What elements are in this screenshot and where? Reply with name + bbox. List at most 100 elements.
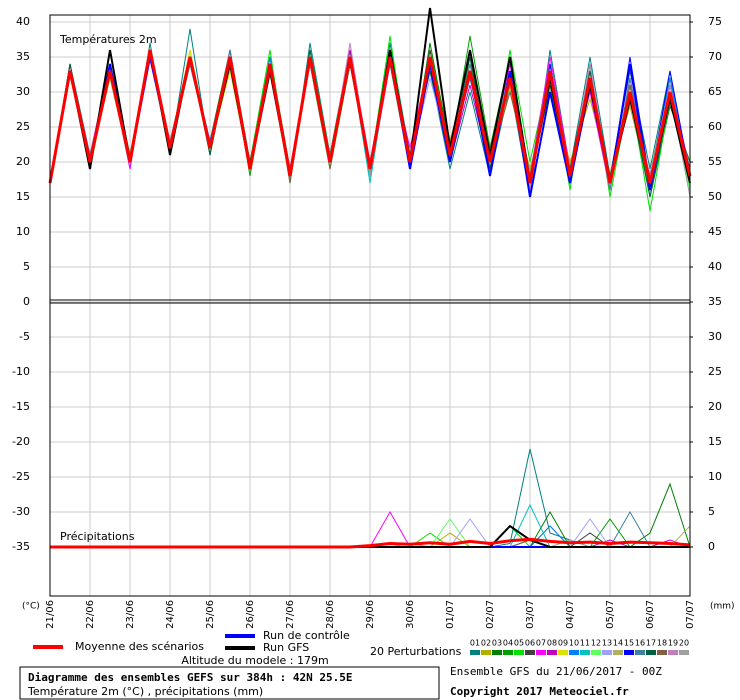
y2-tick-label: 70 [708, 50, 722, 63]
legend-swatch [624, 650, 634, 655]
x-tick-label: 21/06 [45, 600, 56, 629]
y-tick-label: -35 [12, 540, 30, 553]
y2-tick-label: 55 [708, 155, 722, 168]
legend-swatch [591, 650, 601, 655]
legend-label: 20 [679, 639, 689, 648]
y-tick-label: 30 [16, 85, 30, 98]
y2-tick-label: 65 [708, 85, 722, 98]
x-tick-label: 26/06 [245, 600, 256, 629]
legend-swatch [613, 650, 623, 655]
legend-swatch [492, 650, 502, 655]
legend-label: 19 [668, 639, 678, 648]
legend-label: 03 [492, 639, 502, 648]
legend-swatch [580, 650, 590, 655]
legend-swatch [657, 650, 667, 655]
x-tick-label: 05/07 [605, 600, 616, 629]
y2-tick-label: 40 [708, 260, 722, 273]
y2-tick-label: 60 [708, 120, 722, 133]
y2-tick-label: 75 [708, 15, 722, 28]
x-tick-label: 28/06 [325, 600, 336, 629]
y-tick-label: 10 [16, 225, 30, 238]
y-tick-label: 15 [16, 190, 30, 203]
precip-label: Précipitations [60, 530, 135, 543]
y-tick-label: 25 [16, 120, 30, 133]
legend-swatch [470, 650, 480, 655]
x-tick-label: 06/07 [645, 600, 656, 629]
run-label: Ensemble GFS du 21/06/2017 - 00Z [450, 665, 662, 678]
legend-swatch [602, 650, 612, 655]
x-tick-label: 01/07 [445, 600, 456, 629]
y2-tick-label: 30 [708, 330, 722, 343]
y2-tick-label: 15 [708, 435, 722, 448]
x-tick-label: 27/06 [285, 600, 296, 629]
legend-label: 17 [646, 639, 656, 648]
legend-swatch [525, 650, 535, 655]
legend-label: 10 [569, 639, 579, 648]
y2-tick-label: 0 [708, 540, 715, 553]
legend-label: 12 [591, 639, 601, 648]
x-tick-label: 24/06 [165, 600, 176, 629]
y-tick-label: -20 [12, 435, 30, 448]
x-tick-label: 04/07 [565, 600, 576, 629]
legend-label: 16 [635, 639, 645, 648]
y-label: (°C) [22, 602, 40, 612]
y-tick-label: 20 [16, 155, 30, 168]
legend-swatch [569, 650, 579, 655]
legend-swatch [547, 650, 557, 655]
y-tick-label: 0 [23, 295, 30, 308]
precip-line [50, 537, 691, 549]
legend-label: Moyenne des scénarios [75, 640, 204, 653]
y2-tick-label: 20 [708, 400, 722, 413]
chart-title: Diagramme des ensembles GEFS sur 384h : … [28, 671, 353, 684]
y2-tick-label: 5 [708, 505, 715, 518]
legend-swatch [646, 650, 656, 655]
legend-swatch [536, 650, 546, 655]
y-tick-label: -5 [19, 330, 30, 343]
y-tick-label: 35 [16, 50, 30, 63]
legend-swatch [514, 650, 524, 655]
y2-label: (mm) [710, 602, 735, 612]
plot-frame [49, 14, 691, 597]
y2-tick-label: 50 [708, 190, 722, 203]
x-tick-label: 30/06 [405, 600, 416, 629]
y-tick-label: -25 [12, 470, 30, 483]
y2-tick-label: 45 [708, 225, 722, 238]
legend-label: 18 [657, 639, 667, 648]
legend-label: 02 [481, 639, 491, 648]
subtitle: Température 2m (°C) , précipitations (mm… [27, 685, 263, 698]
y2-tick-label: 25 [708, 365, 722, 378]
legend-label: 14 [613, 639, 623, 648]
y2-tick-label: 35 [708, 295, 722, 308]
x-tick-label: 03/07 [525, 600, 536, 629]
legend-label: 15 [624, 639, 634, 648]
legend-label: 07 [536, 639, 546, 648]
legend-label: 04 [503, 639, 513, 648]
legend-swatch [679, 650, 689, 655]
legend-label: 08 [547, 639, 557, 648]
legend-label: Run GFS [263, 641, 309, 654]
x-tick-label: 23/06 [125, 600, 136, 629]
legend-swatch [668, 650, 678, 655]
legend-swatch [558, 650, 568, 655]
altitude: Altitude du modele : 179m [181, 654, 328, 667]
x-tick-label: 22/06 [85, 600, 96, 629]
legend-label: 06 [525, 639, 535, 648]
x-tick-label: 29/06 [365, 600, 376, 629]
legend-label: 05 [514, 639, 524, 648]
plot [48, 7, 692, 596]
legend-label: Run de contrôle [263, 629, 350, 642]
temp-line [48, 49, 692, 184]
title-box [19, 666, 440, 700]
y-tick-label: -30 [12, 505, 30, 518]
y-tick-label: -10 [12, 365, 30, 378]
legend-swatch [481, 650, 491, 655]
x-tick-label: 07/07 [685, 600, 696, 629]
perturbations-label: 20 Perturbations [370, 645, 462, 658]
legend-label: 01 [470, 639, 480, 648]
legend-swatch [503, 650, 513, 655]
y-tick-label: 40 [16, 15, 30, 28]
legend-label: 11 [580, 639, 590, 648]
y-tick-label: -15 [12, 400, 30, 413]
legend-label: 13 [602, 639, 612, 648]
legend-label: 09 [558, 639, 568, 648]
